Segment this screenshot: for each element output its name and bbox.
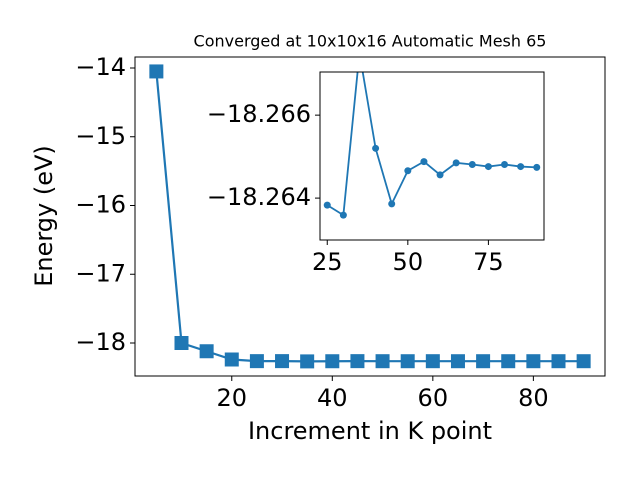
marker: [476, 354, 491, 369]
marker: [224, 352, 239, 367]
x-tick-label: 60: [418, 384, 449, 412]
marker: [452, 159, 460, 167]
y-tick-label: −18: [75, 328, 126, 356]
y-tick-label: −18.264: [207, 183, 311, 211]
y-tick-label: −17: [75, 259, 126, 287]
marker: [300, 354, 315, 369]
marker: [526, 354, 541, 369]
marker: [450, 354, 465, 369]
marker: [375, 354, 390, 369]
marker: [275, 354, 290, 369]
plot-clip: [323, 72, 541, 219]
marker: [425, 354, 440, 369]
marker: [576, 354, 591, 369]
marker: [372, 144, 380, 152]
axes-frame: [319, 71, 545, 241]
marker: [174, 336, 189, 350]
y-tick-label: −18.266: [207, 100, 311, 128]
plot-clip: [149, 64, 591, 369]
marker: [468, 161, 476, 169]
marker: [533, 163, 541, 171]
marker: [501, 354, 516, 369]
x-tick-label: 25: [312, 248, 343, 276]
marker: [400, 354, 415, 369]
marker: [199, 344, 214, 359]
marker: [388, 200, 396, 208]
marker: [325, 354, 340, 369]
chart-title: Converged at 10x10x16 Automatic Mesh 65: [194, 32, 547, 51]
x-tick-label: 75: [473, 248, 504, 276]
plot-area: [320, 72, 544, 240]
marker: [436, 171, 444, 179]
y-tick-label: −15: [75, 122, 126, 150]
y-tick-label: −14: [75, 53, 126, 81]
marker: [484, 163, 492, 171]
marker: [551, 354, 566, 369]
marker: [350, 354, 365, 369]
marker: [249, 354, 264, 369]
marker: [420, 158, 428, 166]
marker: [149, 64, 164, 79]
marker: [339, 211, 347, 219]
x-axis-label: Increment in K point: [248, 417, 492, 445]
x-tick-label: 20: [216, 384, 247, 412]
y-tick-label: −16: [75, 191, 126, 219]
marker: [517, 163, 525, 171]
marker: [404, 167, 412, 175]
marker: [501, 161, 509, 169]
marker: [323, 201, 331, 209]
y-axis-label: Energy (eV): [30, 145, 58, 287]
x-tick-label: 50: [393, 248, 424, 276]
axes-frame: [134, 56, 606, 377]
x-tick-label: 80: [518, 384, 549, 412]
x-tick-label: 40: [317, 384, 348, 412]
